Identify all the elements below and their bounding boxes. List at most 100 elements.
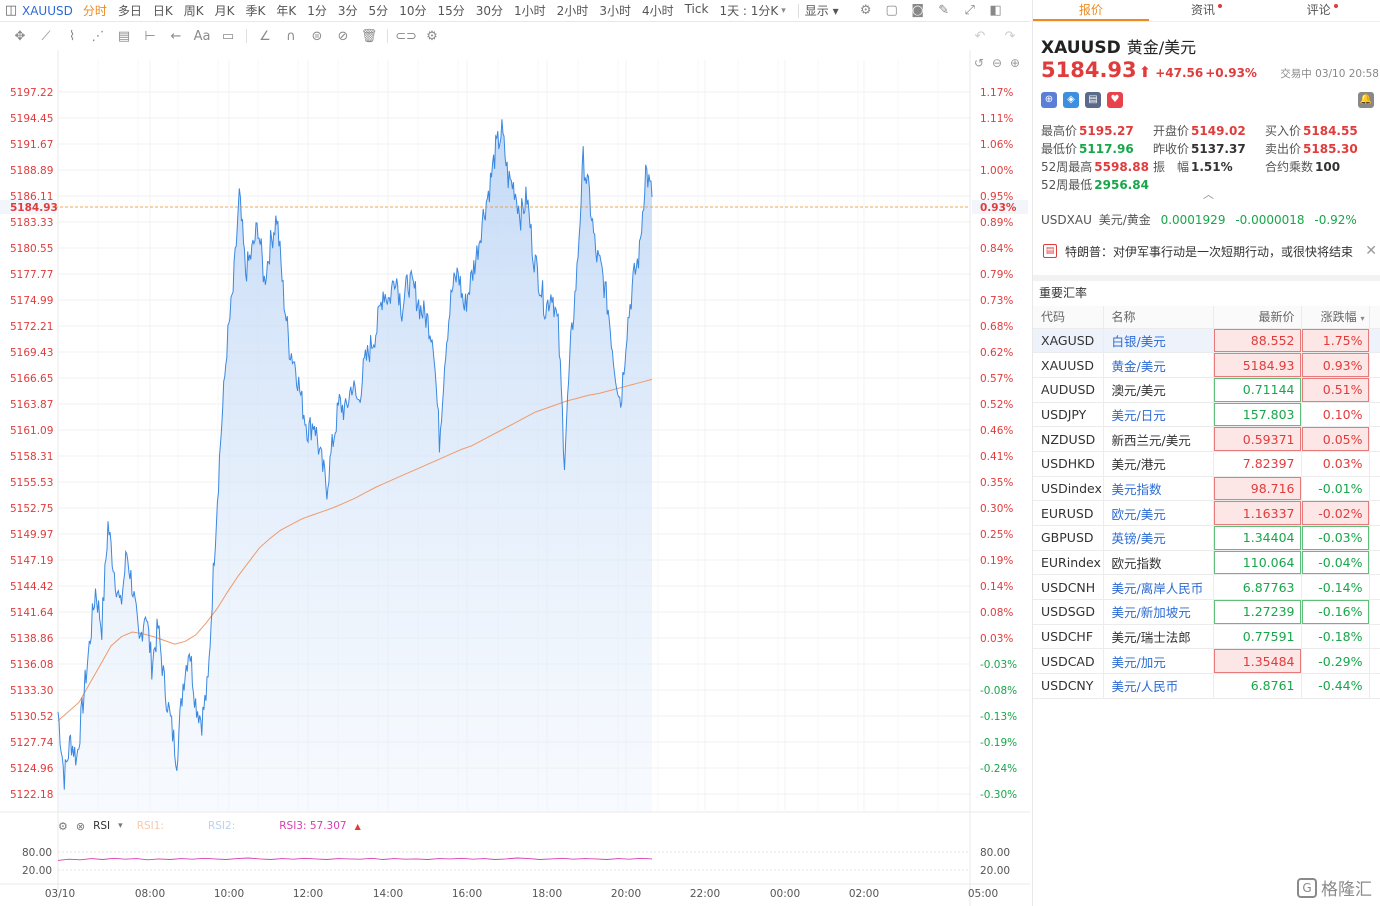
- timeframe-option[interactable]: 1小时: [514, 4, 546, 18]
- timeframe-option[interactable]: 3分: [337, 4, 358, 18]
- eraser-line-icon[interactable]: ∠: [259, 28, 271, 44]
- reset-zoom-icon[interactable]: ↺: [974, 56, 984, 70]
- rate-name[interactable]: 白银/美元: [1103, 328, 1214, 354]
- arrow-left-icon[interactable]: ←: [170, 28, 182, 44]
- timeframe-option[interactable]: 30分: [475, 4, 504, 18]
- table-row[interactable]: EURUSD 欧元/美元 1.16337 -0.02%: [1033, 500, 1380, 526]
- chevron-down-icon[interactable]: ▾: [118, 821, 123, 831]
- panel-tab[interactable]: 报价: [1033, 0, 1149, 21]
- rate-name[interactable]: 美元/人民币: [1103, 673, 1214, 699]
- table-row[interactable]: XAUUSD 黄金/美元 5184.93 0.93%: [1033, 352, 1380, 378]
- symbol-selector[interactable]: XAUUSD: [22, 3, 73, 18]
- rate-name[interactable]: 黄金/美元: [1103, 352, 1214, 378]
- compare-icon[interactable]: ⊂⊃: [395, 28, 417, 44]
- panel-tab[interactable]: 资讯: [1149, 0, 1265, 21]
- polyline-icon[interactable]: ⌇: [68, 28, 76, 44]
- tag-icon[interactable]: ◈: [1063, 92, 1079, 108]
- theme-icon[interactable]: ▢: [885, 3, 898, 18]
- timeframe-option[interactable]: 1天 : 1分K: [719, 4, 779, 18]
- camera-icon[interactable]: ◙: [911, 3, 924, 18]
- price-chart[interactable]: ↺ ⊖ ⊕ 5197.225194.455191.675188.895186.1…: [0, 50, 1030, 906]
- table-row[interactable]: NZDUSD 新西兰元/美元 0.59371 0.05%: [1033, 426, 1380, 452]
- pct-tick-label: 1.17%: [980, 87, 1013, 99]
- timeframe-option[interactable]: 分时: [82, 4, 107, 18]
- rate-name[interactable]: 英镑/美元: [1103, 525, 1214, 551]
- timeframe-option[interactable]: 4小时: [641, 4, 674, 18]
- timeframe-option[interactable]: 月K: [214, 4, 235, 18]
- hide-icon[interactable]: ⊘: [337, 28, 349, 44]
- table-row[interactable]: XAGUSD 白银/美元 88.552 1.75%: [1033, 328, 1380, 354]
- rate-price: 1.34404: [1213, 525, 1302, 551]
- fullscreen-icon[interactable]: ⤢: [964, 3, 975, 18]
- trash-icon[interactable]: 🗑: [360, 28, 378, 44]
- fibonacci-icon[interactable]: ▤: [117, 28, 131, 44]
- crosshair-move-icon[interactable]: ✥: [14, 28, 26, 44]
- sort-icon[interactable]: ▾: [1360, 314, 1365, 324]
- table-row[interactable]: USDHKD 美元/港元 7.82397 0.03%: [1033, 451, 1380, 477]
- sidebar-toggle-icon[interactable]: ◧: [989, 3, 1002, 18]
- timeframe-option[interactable]: Tick: [684, 2, 709, 16]
- timeframe-option[interactable]: 5分: [368, 4, 389, 18]
- text-icon[interactable]: Aa: [193, 28, 211, 44]
- zoom-in-icon[interactable]: ⊕: [1010, 56, 1020, 70]
- close-icon[interactable]: ✕: [1365, 243, 1377, 259]
- pen-icon[interactable]: ✎: [938, 3, 950, 18]
- redo-icon[interactable]: ↷: [1004, 28, 1016, 44]
- zoom-out-icon[interactable]: ⊖: [992, 56, 1002, 70]
- rate-name[interactable]: 美元/日元: [1103, 402, 1214, 428]
- timeframe-option[interactable]: 3小时: [599, 4, 631, 18]
- table-row[interactable]: USDCHF 美元/瑞士法郎 0.77591 -0.18%: [1033, 624, 1380, 650]
- table-row[interactable]: USDJPY 美元/日元 157.803 0.10%: [1033, 402, 1380, 428]
- table-row[interactable]: USDindex 美元指数 98.716 -0.01%: [1033, 476, 1380, 502]
- timeframe-option[interactable]: 日K: [152, 4, 173, 18]
- magnet-icon[interactable]: ∩: [286, 28, 296, 44]
- trendline-icon[interactable]: ⟋: [41, 28, 51, 44]
- settings-gear-icon[interactable]: ⚙: [859, 3, 872, 18]
- timeframe-option[interactable]: 2小时: [556, 4, 589, 18]
- layout-icon[interactable]: ◫: [4, 3, 18, 18]
- table-row[interactable]: USDCNY 美元/人民币 6.8761 -0.44%: [1033, 673, 1380, 699]
- table-row[interactable]: EURindex 欧元指数 110.064 -0.04%: [1033, 550, 1380, 576]
- table-row[interactable]: USDCNH 美元/离岸人民币 6.87763 -0.14%: [1033, 574, 1380, 601]
- news-text[interactable]: 特朗普：对伊军事行动是一次短期行动，或很快将结束: [1065, 244, 1354, 259]
- rate-name[interactable]: 美元/新加坡元: [1103, 599, 1214, 625]
- col-pct[interactable]: 涨跌幅 ▾: [1301, 306, 1370, 329]
- indicator-settings-icon[interactable]: ⚙: [426, 28, 438, 44]
- table-row[interactable]: AUDUSD 澳元/美元 0.71144 0.51%: [1033, 377, 1380, 403]
- heart-icon[interactable]: ♥: [1107, 92, 1123, 108]
- rsi-close-icon[interactable]: ⊗: [75, 819, 86, 833]
- col-name[interactable]: 名称: [1103, 306, 1214, 329]
- table-row[interactable]: GBPUSD 英镑/美元 1.34404 -0.03%: [1033, 525, 1380, 551]
- bell-icon[interactable]: 🔔: [1358, 92, 1374, 108]
- timeframe-option[interactable]: 15分: [437, 4, 465, 18]
- comment-icon[interactable]: ▭: [221, 28, 235, 44]
- table-row[interactable]: USDSGD 美元/新加坡元 1.27239 -0.16%: [1033, 599, 1380, 625]
- undo-icon[interactable]: ↶: [974, 28, 986, 44]
- timeframe-option[interactable]: 多日: [117, 4, 142, 18]
- rsi-label[interactable]: RSI: [93, 820, 111, 832]
- col-code[interactable]: 代码: [1033, 306, 1104, 329]
- globe-icon[interactable]: ⊕: [1041, 92, 1057, 108]
- rate-name[interactable]: 美元/离岸人民币: [1103, 574, 1214, 601]
- table-row[interactable]: USDCAD 美元/加元 1.35484 -0.29%: [1033, 648, 1380, 675]
- rate-name[interactable]: 美元/加元: [1103, 648, 1214, 675]
- usdxau-row[interactable]: USDXAU 美元/黄金 0.0001929 -0.0000018 -0.92%: [1041, 211, 1363, 228]
- zigzag-icon[interactable]: ⋰: [91, 28, 105, 44]
- display-dropdown[interactable]: 显示 ▾: [804, 4, 839, 18]
- col-price[interactable]: 最新价: [1213, 306, 1302, 329]
- lock-icon[interactable]: ⊜: [311, 28, 323, 44]
- timeframe-option[interactable]: 季K: [245, 4, 266, 18]
- document-icon[interactable]: ▤: [1085, 92, 1101, 108]
- rate-name[interactable]: 欧元/美元: [1103, 500, 1214, 526]
- timeframe-option[interactable]: 年K: [276, 4, 297, 18]
- panel-tab[interactable]: 评论: [1264, 0, 1380, 21]
- timeframe-option[interactable]: 1分: [307, 4, 327, 18]
- timeframe-option[interactable]: 周K: [183, 4, 204, 18]
- news-banner[interactable]: ▤ 特朗普：对伊军事行动是一次短期行动，或很快将结束 ✕: [1037, 237, 1377, 265]
- chevron-down-icon[interactable]: ▾: [781, 5, 786, 16]
- collapse-caret-icon[interactable]: ︿: [1203, 188, 1214, 201]
- rsi-settings-icon[interactable]: ⚙: [58, 819, 68, 833]
- rate-name[interactable]: 美元指数: [1103, 476, 1214, 502]
- timeframe-option[interactable]: 10分: [399, 4, 427, 18]
- measure-icon[interactable]: ⊢: [144, 28, 156, 44]
